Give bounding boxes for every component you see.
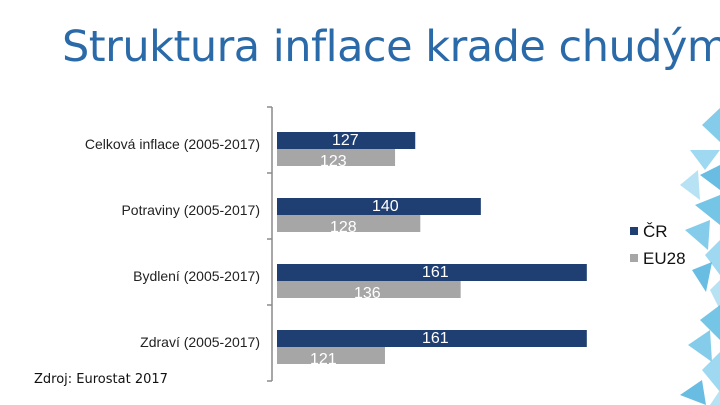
category-label: Celková inflace (2005-2017) — [85, 136, 260, 152]
decorative-triangle — [690, 150, 720, 170]
decorative-triangle — [702, 352, 720, 392]
bar-cr — [277, 330, 587, 347]
category-label: Zdraví (2005-2017) — [140, 334, 260, 350]
bar-cr — [277, 132, 416, 149]
decorative-triangle — [710, 390, 720, 405]
data-label-eu28: 136 — [354, 285, 381, 302]
decorative-triangle — [710, 280, 720, 310]
data-label-cr: 140 — [372, 198, 399, 215]
decorative-triangle — [692, 262, 712, 292]
decorative-triangle — [700, 165, 720, 190]
bar-eu28 — [277, 281, 461, 298]
legend-swatch-cr — [630, 227, 638, 235]
legend-label-cr: ČR — [643, 222, 668, 241]
bar-cr — [277, 264, 587, 281]
data-label-eu28: 128 — [330, 219, 357, 236]
decorative-triangle — [685, 220, 710, 250]
bar-eu28 — [277, 215, 421, 232]
decorative-triangle — [700, 305, 720, 340]
slide-title: Struktura inflace krade chudým — [62, 22, 720, 72]
decorative-triangle — [695, 195, 720, 225]
legend-label-eu28: EU28 — [643, 249, 686, 268]
legend-swatch-eu28 — [630, 254, 638, 262]
decorative-triangle — [688, 330, 712, 362]
category-label: Potraviny (2005-2017) — [121, 202, 260, 218]
decorative-triangles — [680, 108, 720, 405]
decorative-triangle — [702, 108, 720, 142]
data-label-cr: 161 — [422, 330, 449, 347]
decorative-triangle — [680, 380, 706, 405]
bar-cr — [277, 198, 481, 215]
data-label-eu28: 121 — [310, 351, 337, 368]
data-label-cr: 161 — [422, 264, 449, 281]
data-label-eu28: 123 — [320, 153, 347, 170]
data-label-cr: 127 — [332, 132, 359, 149]
decorative-triangle — [705, 240, 720, 275]
bar-eu28 — [277, 347, 385, 364]
decorative-triangle — [680, 170, 700, 200]
source-note: Zdroj: Eurostat 2017 — [34, 372, 168, 387]
category-label: Bydlení (2005-2017) — [133, 268, 260, 284]
bar-eu28 — [277, 149, 396, 166]
